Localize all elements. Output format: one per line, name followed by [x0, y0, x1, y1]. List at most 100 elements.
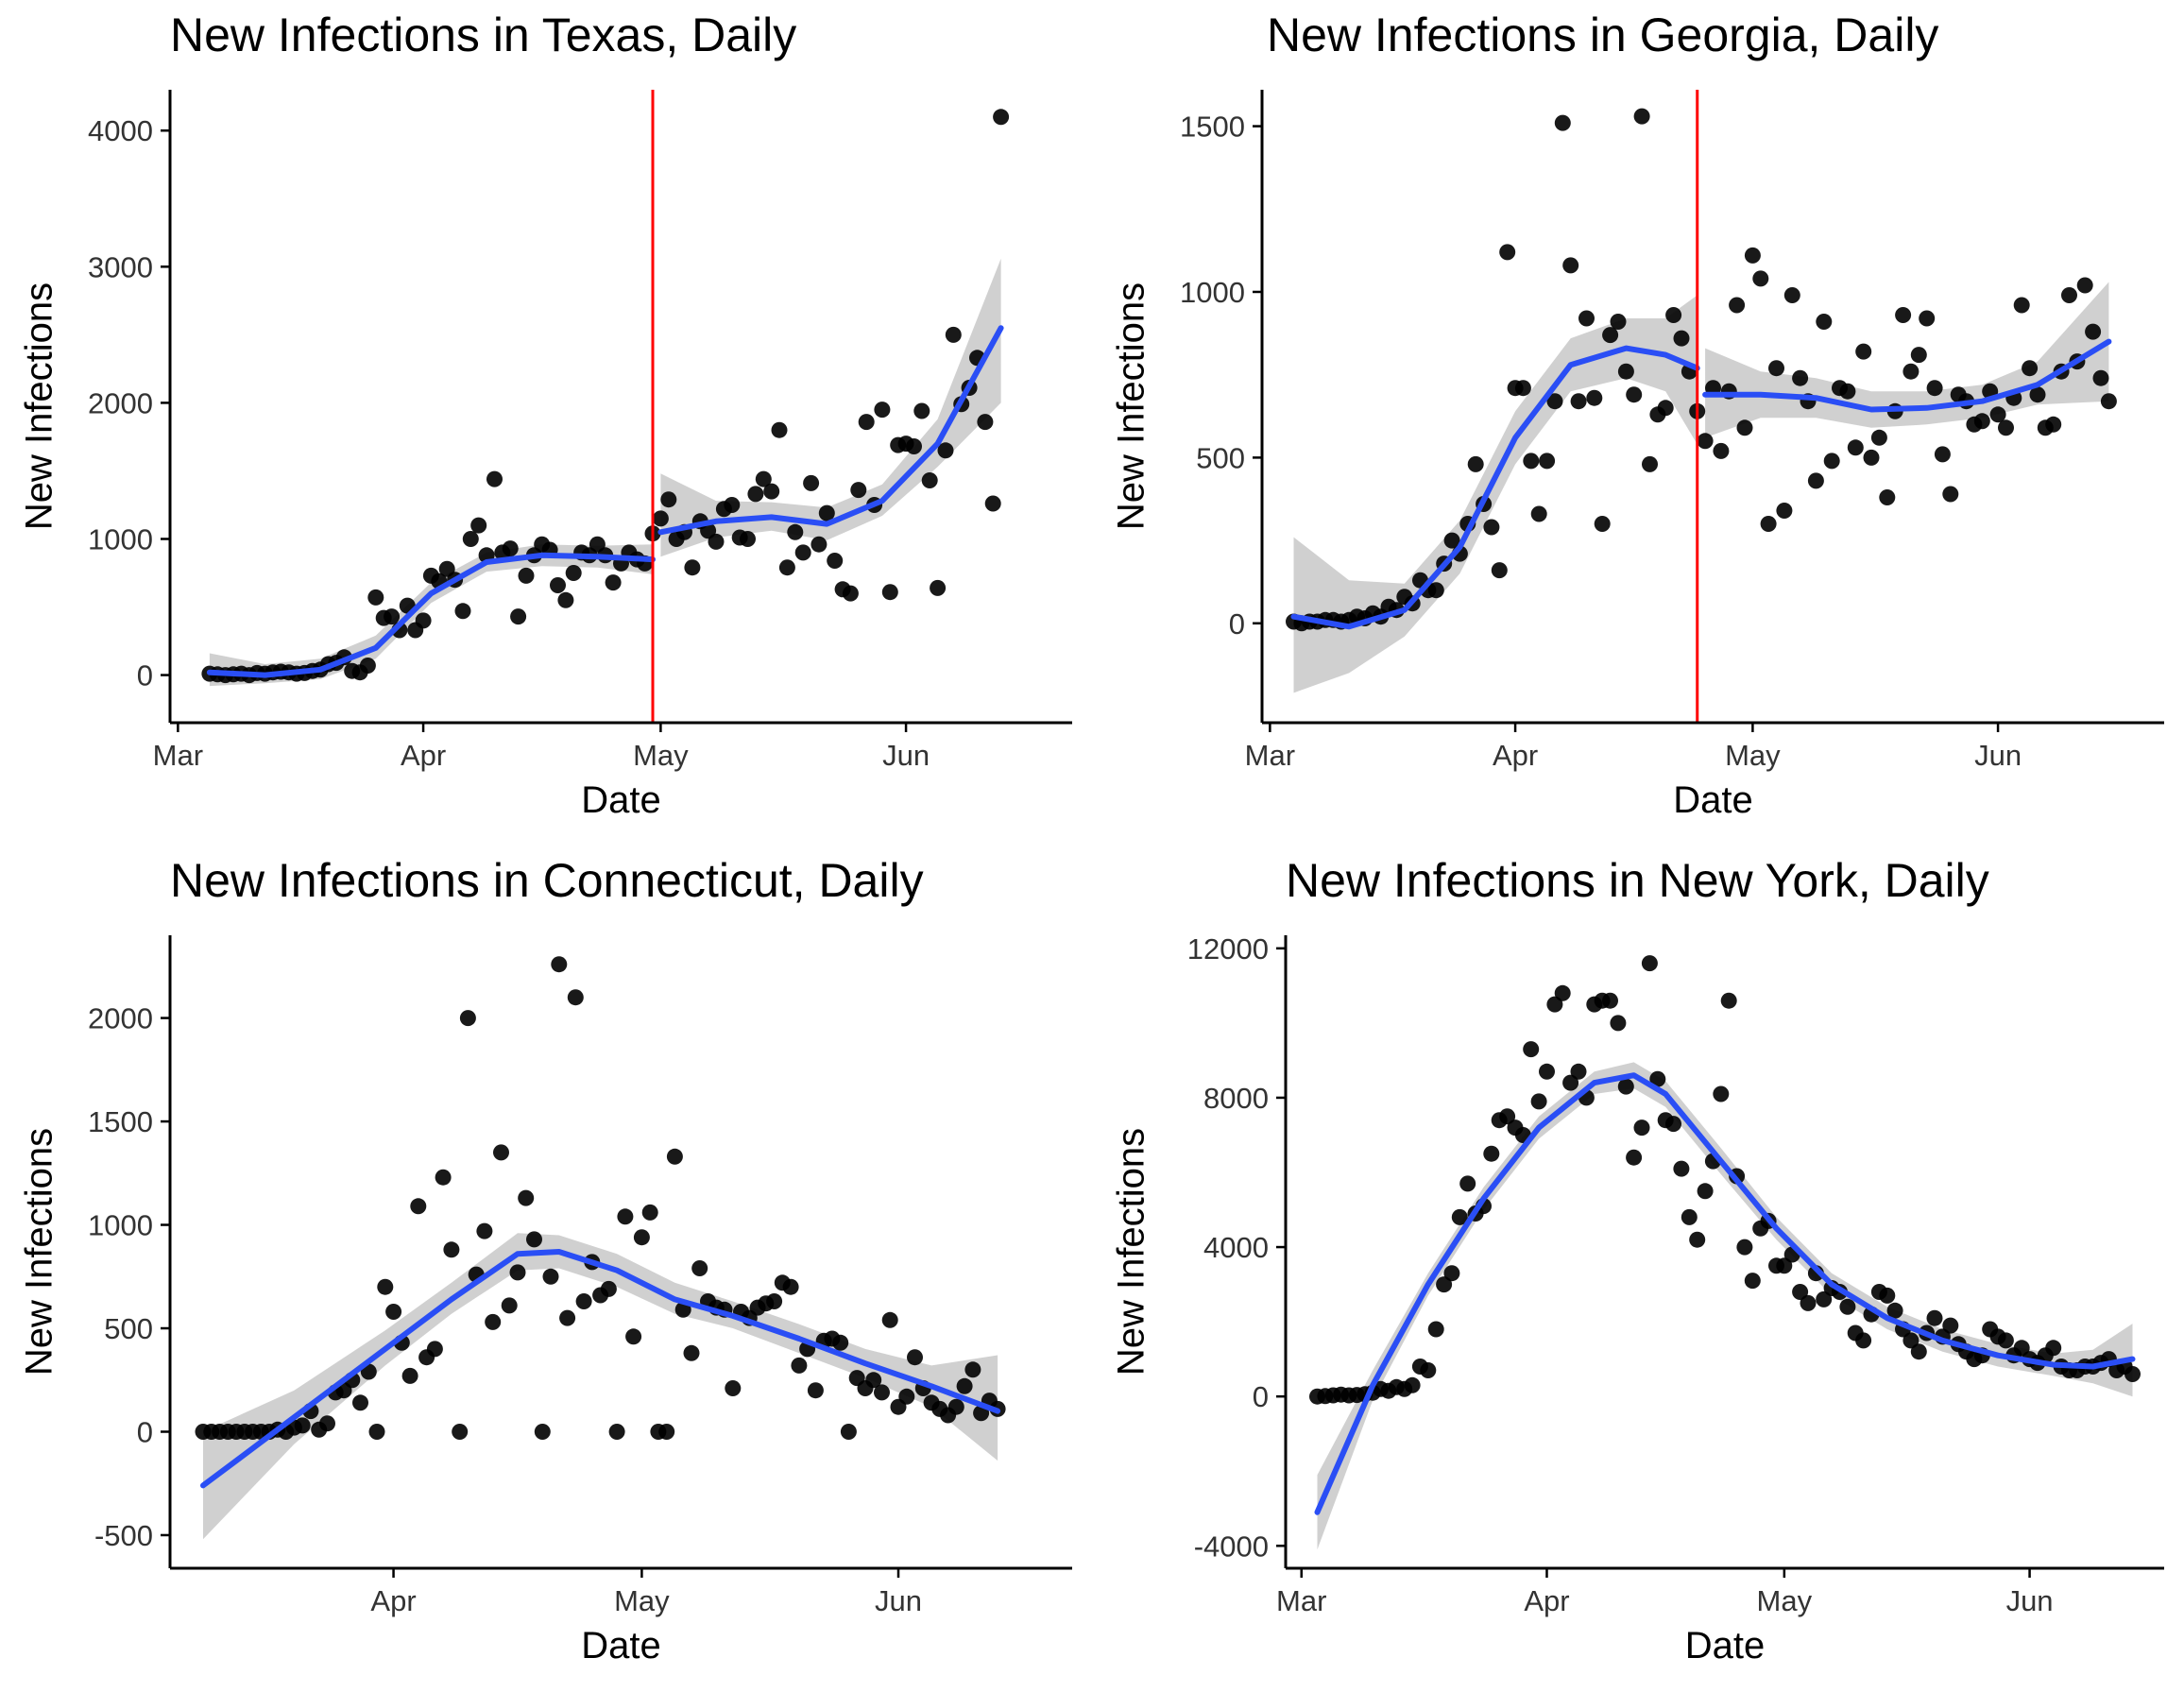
data-point [2029, 386, 2046, 403]
data-point [1902, 1332, 1920, 1349]
data-point [1926, 380, 1943, 397]
y-tick-label: 0 [1229, 607, 1245, 641]
y-axis-label: New Infections [18, 282, 60, 531]
data-point [1713, 1085, 1730, 1102]
data-point [725, 1380, 742, 1396]
data-point [2022, 360, 2039, 377]
data-point [827, 553, 844, 569]
data-point [1427, 582, 1444, 599]
data-point [367, 589, 384, 606]
data-point [993, 109, 1010, 126]
data-point [832, 1334, 849, 1351]
data-point [1554, 114, 1571, 131]
data-point [567, 989, 584, 1006]
data-point [486, 470, 503, 487]
data-point [913, 402, 930, 419]
data-point [782, 1278, 799, 1295]
data-point [652, 510, 669, 527]
data-point [858, 414, 875, 431]
data-point [791, 1357, 808, 1374]
data-point [526, 1231, 542, 1248]
x-tick-label: Apr [1493, 739, 1538, 772]
data-point [1530, 1093, 1547, 1110]
data-point [1997, 1332, 2014, 1349]
y-tick-label: 1000 [1180, 276, 1245, 309]
data-point [787, 523, 804, 540]
data-point [1689, 1231, 1706, 1248]
data-point [1626, 1149, 1643, 1166]
smooth-line [657, 325, 1004, 536]
data-point [1902, 363, 1920, 380]
data-point [1514, 380, 1531, 397]
x-tick-label: May [614, 1584, 670, 1617]
data-point [2124, 1366, 2141, 1382]
data-point [683, 1344, 700, 1361]
data-point [1697, 433, 1714, 450]
data-point [1562, 1074, 1579, 1091]
data-point [1776, 1257, 1793, 1274]
x-tick-label: Apr [401, 739, 446, 772]
data-point [1617, 363, 1634, 380]
data-point [1443, 532, 1460, 549]
y-axis-label: New Infections [18, 1127, 60, 1376]
y-tick-label: -4000 [1194, 1530, 1269, 1563]
data-point [485, 1313, 502, 1330]
data-point [907, 1349, 923, 1366]
x-tick-label: Mar [153, 739, 203, 772]
data-point [1649, 1070, 1666, 1087]
data-point [1760, 516, 1777, 532]
data-point [1886, 1302, 1903, 1319]
data-point [1752, 270, 1769, 287]
data-point [633, 1229, 650, 1246]
data-point [1792, 369, 1809, 386]
y-tick-label: 2000 [88, 1002, 153, 1035]
y-tick-label: -500 [94, 1519, 153, 1552]
data-point [881, 584, 898, 601]
data-point [1578, 310, 1595, 327]
y-tick-label: 4000 [1203, 1231, 1269, 1264]
panel-connecticut: New Infections in Connecticut, Daily -50… [0, 846, 1092, 1691]
y-tick-label: 1000 [88, 522, 153, 555]
data-point [1602, 992, 1618, 1009]
data-point [443, 1241, 460, 1258]
confidence-ribbon [1705, 282, 2109, 438]
x-tick-label: Jun [2006, 1584, 2054, 1617]
data-point [956, 1377, 973, 1394]
data-point [1673, 330, 1690, 347]
data-point [1642, 455, 1658, 472]
plot-svg: 0 1000 2000 3000 4000 Mar Apr May Jun [88, 90, 1072, 772]
data-point [947, 1398, 964, 1415]
data-point [1491, 562, 1508, 579]
data-point [509, 1264, 526, 1281]
data-point [1942, 1317, 1959, 1334]
data-point [415, 612, 432, 629]
data-point [518, 567, 535, 584]
x-tick-label: Apr [1524, 1584, 1569, 1617]
y-tick-label: 2000 [88, 386, 153, 419]
confidence-ribbon [1293, 295, 1698, 693]
data-point [1855, 343, 1872, 360]
data-point [1973, 413, 1990, 430]
data-point [964, 1361, 981, 1378]
data-point [641, 1204, 658, 1221]
data-point [565, 565, 582, 581]
y-tick-label: 0 [137, 659, 153, 692]
data-point [502, 540, 519, 557]
data-point [977, 414, 994, 431]
x-tick-label: May [1757, 1584, 1813, 1617]
data-point [2013, 1340, 2030, 1357]
data-point [1665, 1116, 1681, 1133]
data-point [1870, 429, 1887, 446]
data-point [766, 1293, 783, 1309]
data-point [1879, 1287, 1896, 1304]
data-point [625, 1328, 642, 1345]
confidence-ribbon [660, 258, 1001, 557]
data-point [771, 421, 788, 438]
data-point [1546, 393, 1563, 410]
y-tick-label: 1000 [88, 1209, 153, 1242]
data-point [1681, 1208, 1698, 1225]
data-point [2045, 1340, 2062, 1357]
data-point [1602, 327, 1619, 344]
data-point [557, 591, 574, 608]
y-tick-label: 8000 [1203, 1082, 1269, 1115]
